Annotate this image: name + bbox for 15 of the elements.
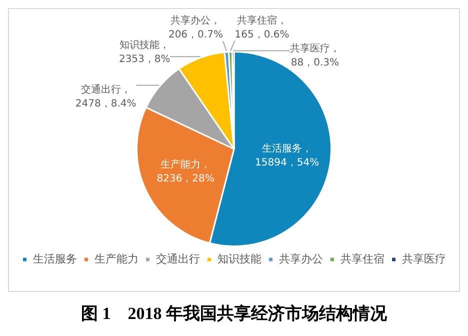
data-label: 知识技能，2353，8% <box>118 38 170 65</box>
data-label: 共享医疗，88，0.3% <box>290 42 340 68</box>
data-label: 生活服务，15894，54% <box>255 142 320 168</box>
legend-label: 生活服务 <box>32 252 77 266</box>
data-label: 共享办公，206，0.7% <box>168 14 223 41</box>
data-label: 共享住宿，165，0.6% <box>234 14 290 40</box>
legend-label: 共享住宿 <box>340 252 384 266</box>
legend-label: 交通出行 <box>156 252 200 266</box>
legend-label: 生产能力 <box>94 252 138 266</box>
legend-label: 共享办公 <box>278 252 323 266</box>
data-label: 生产能力，8236，28% <box>156 158 214 184</box>
legend-label: 共享医疗 <box>402 252 446 266</box>
data-label: 交通出行，2478，8.4% <box>75 84 136 110</box>
text: 图 1 2018 年我国共享经济市场结构情况 <box>80 303 388 325</box>
legend-label: 知识技能 <box>217 252 262 266</box>
